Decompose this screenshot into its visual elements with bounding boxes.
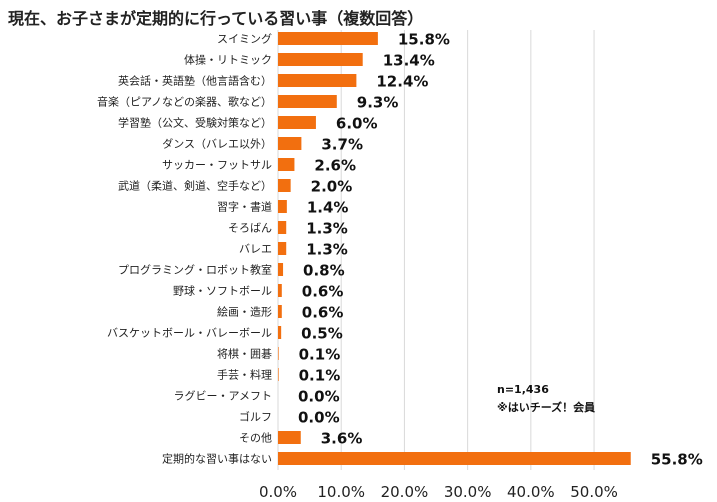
- value-label: 0.1%: [299, 346, 341, 364]
- category-label: そろばん: [228, 222, 272, 235]
- value-label: 55.8%: [651, 451, 703, 469]
- category-label: ラグビー・アメフト: [174, 389, 272, 403]
- category-label: 音楽（ピアノなどの楽器、歌など）: [97, 95, 272, 109]
- bar: [278, 263, 284, 276]
- bar: [278, 32, 378, 45]
- category-label: ダンス（バレエ以外）: [162, 137, 272, 151]
- x-tick-label: 0.0%: [259, 483, 297, 501]
- category-label: バスケットボール・バレーボール: [107, 327, 272, 340]
- category-label: 習字・書道: [217, 200, 272, 214]
- value-label: 2.0%: [311, 178, 353, 196]
- value-label: 0.1%: [299, 367, 341, 385]
- category-label: ゴルフ: [239, 410, 272, 424]
- value-label: 6.0%: [336, 115, 378, 133]
- bar: [278, 221, 287, 234]
- value-label: 3.7%: [321, 136, 363, 154]
- value-label: 9.3%: [357, 94, 399, 112]
- bar: [278, 179, 291, 192]
- value-label: 2.6%: [314, 157, 356, 175]
- category-label: 将棋・囲碁: [217, 347, 272, 361]
- bar: [278, 74, 357, 87]
- chart-title: 現在、お子さまが定期的に行っている習い事（複数回答）: [8, 9, 424, 28]
- category-label: バレエ: [239, 243, 272, 256]
- category-label: サッカー・フットサル: [162, 159, 272, 172]
- value-label: 0.5%: [301, 325, 343, 343]
- bars: [278, 32, 631, 465]
- category-label: 体操・リトミック: [184, 53, 272, 67]
- value-label: 12.4%: [376, 73, 428, 91]
- value-label: 0.0%: [298, 388, 340, 406]
- member-note: ※はいチーズ！会員: [497, 400, 595, 414]
- bar: [278, 284, 282, 297]
- category-label: 英会話・英語塾（他言語含む）: [118, 74, 272, 88]
- category-label: 定期的な習い事はない: [162, 452, 272, 466]
- value-labels: 15.8% 13.4% 12.4% 9.3% 6.0% 3.7% 2.6% 2.0% 1.4% 1…: [298, 31, 703, 469]
- value-label: 3.6%: [321, 430, 363, 448]
- value-label: 0.0%: [298, 409, 340, 427]
- bar: [278, 158, 295, 171]
- category-label: スイミング: [217, 32, 272, 46]
- x-tick-label: 10.0%: [317, 483, 365, 501]
- value-label: 1.4%: [307, 199, 349, 217]
- bar: [278, 326, 282, 339]
- bar: [278, 200, 287, 213]
- value-label: 0.6%: [302, 304, 344, 322]
- bar: [278, 347, 279, 360]
- bar: [278, 137, 302, 150]
- bar: [278, 431, 301, 444]
- bar: [278, 452, 631, 465]
- sample-size-note: n=1,436: [497, 383, 549, 396]
- category-label: 手芸・料理: [217, 368, 272, 382]
- value-label: 1.3%: [306, 220, 348, 238]
- bar: [278, 305, 282, 318]
- x-tick-label: 20.0%: [381, 483, 429, 501]
- bar: [278, 116, 316, 129]
- bar: [278, 368, 279, 381]
- x-tick-label: 30.0%: [444, 483, 492, 501]
- x-axis-ticks: 0.0% 10.0% 20.0% 30.0% 40.0% 50.0%: [259, 483, 618, 501]
- bar: [278, 95, 337, 108]
- category-label: 学習塾（公文、受験対策など）: [118, 116, 272, 130]
- value-label: 15.8%: [398, 31, 450, 49]
- bar: [278, 242, 287, 255]
- value-label: 0.8%: [303, 262, 345, 280]
- category-label: 野球・ソフトボール: [173, 284, 272, 298]
- value-label: 13.4%: [383, 52, 435, 70]
- category-label: 絵画・造形: [217, 305, 272, 319]
- category-label: その他: [239, 432, 272, 445]
- bar: [278, 53, 363, 66]
- category-label: プログラミング・ロボット教室: [118, 263, 272, 277]
- value-label: 1.3%: [306, 241, 348, 259]
- sample-note: n=1,436 ※はいチーズ！会員: [497, 383, 595, 414]
- x-tick-label: 50.0%: [570, 483, 618, 501]
- category-label: 武道（柔道、剣道、空手など）: [118, 179, 272, 193]
- value-label: 0.6%: [302, 283, 344, 301]
- x-tick-label: 40.0%: [507, 483, 555, 501]
